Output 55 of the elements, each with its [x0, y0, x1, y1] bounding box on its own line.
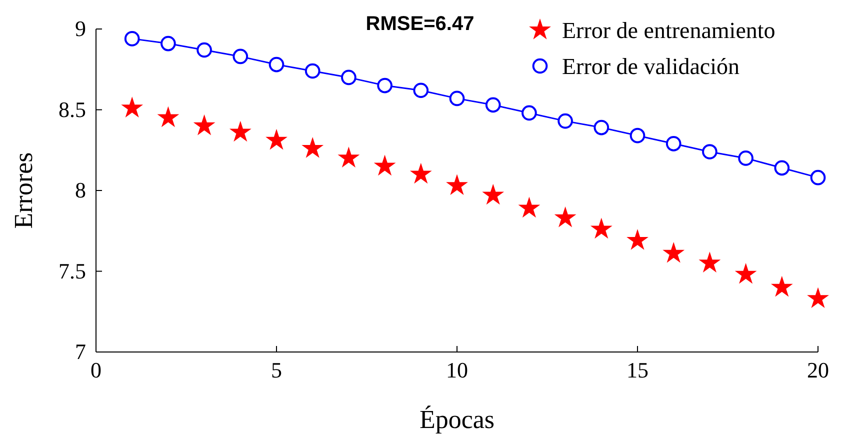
point — [522, 105, 537, 121]
point — [158, 107, 178, 126]
y-tick-label: 9 — [75, 16, 86, 42]
y-axis-title: Errores — [9, 152, 38, 229]
point — [232, 48, 248, 64]
point — [304, 63, 320, 79]
point — [594, 120, 610, 136]
point — [122, 98, 142, 117]
point — [702, 144, 718, 160]
point — [410, 164, 431, 183]
point — [810, 170, 826, 186]
x-tick-label: 20 — [807, 358, 829, 383]
point — [196, 42, 212, 58]
point — [558, 113, 573, 129]
point — [124, 31, 140, 46]
point — [630, 128, 646, 144]
point — [230, 122, 250, 141]
point — [341, 70, 356, 86]
point — [664, 243, 684, 262]
point — [449, 90, 465, 106]
point — [160, 36, 176, 52]
point — [700, 252, 720, 272]
legend-label: Error de validación — [562, 54, 740, 79]
x-tick-label: 0 — [90, 358, 102, 383]
point — [772, 277, 792, 296]
point — [338, 148, 359, 167]
point — [519, 198, 540, 217]
x-tick-label: 15 — [626, 358, 648, 383]
point — [485, 97, 501, 113]
point — [774, 160, 790, 176]
point — [628, 230, 648, 250]
x-axis-title: Épocas — [419, 405, 495, 434]
point — [555, 208, 576, 226]
point — [591, 218, 612, 238]
y-tick-label: 8.5 — [58, 96, 86, 122]
legend-label: Error de entrenamiento — [562, 18, 776, 43]
point — [738, 150, 754, 166]
point — [374, 156, 395, 175]
point — [413, 82, 429, 98]
point — [736, 264, 756, 283]
point — [268, 56, 284, 72]
point — [666, 136, 682, 152]
point — [447, 175, 467, 194]
x-tick-label: 5 — [271, 358, 282, 383]
point — [266, 130, 286, 149]
point — [808, 288, 828, 308]
y-tick-label: 8 — [75, 178, 86, 203]
annotation: RMSE=6.47 — [366, 13, 474, 35]
y-tick-label: 7 — [75, 339, 86, 364]
point — [302, 138, 323, 158]
point — [194, 116, 214, 134]
point — [377, 78, 392, 94]
y-tick-label: 7.5 — [58, 258, 86, 284]
x-tick-label: 10 — [446, 358, 468, 383]
point — [483, 184, 504, 204]
